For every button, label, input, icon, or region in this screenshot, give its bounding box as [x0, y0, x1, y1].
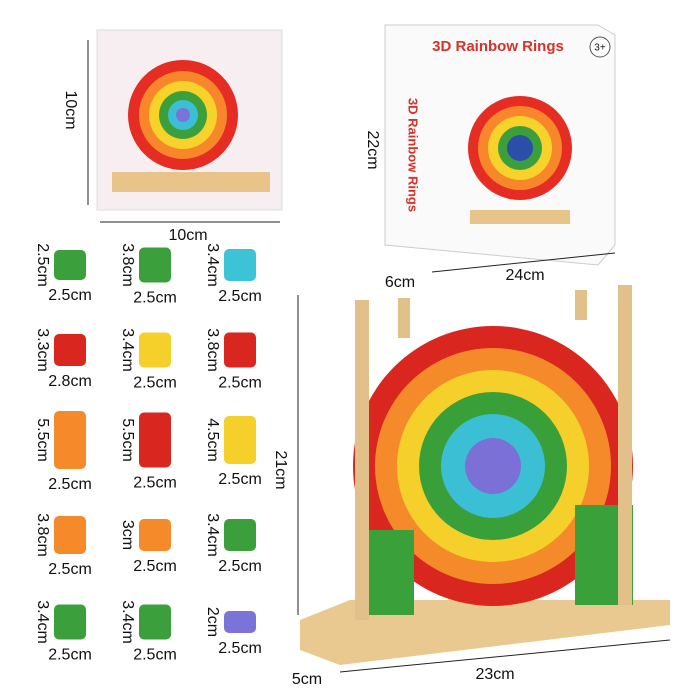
piece-height: 3.4cm	[119, 328, 136, 372]
card-base	[112, 172, 270, 192]
piece-width: 2.5cm	[218, 558, 262, 575]
piece-width: 2.5cm	[218, 288, 262, 305]
box-title: 3D Rainbow Rings	[432, 38, 564, 55]
piece-width: 2.5cm	[133, 375, 177, 392]
piece-width: 2.5cm	[48, 561, 92, 578]
card-height: 10cm	[62, 90, 79, 129]
box-width: 24cm	[505, 267, 544, 284]
box-side-text: 3D Rainbow Rings	[406, 98, 421, 212]
piece	[224, 249, 256, 281]
piece-width: 2.5cm	[133, 290, 177, 307]
stand-depth: 5cm	[292, 671, 322, 688]
piece-width: 2.5cm	[218, 640, 262, 657]
piece	[54, 604, 86, 640]
piece-width: 2.5cm	[48, 287, 92, 304]
stand-width: 23cm	[475, 666, 514, 683]
piece-height: 3.4cm	[204, 513, 221, 557]
piece-height: 3.8cm	[119, 243, 136, 287]
card-rainbow	[128, 60, 238, 170]
piece-width: 2.5cm	[133, 475, 177, 492]
piece	[224, 416, 256, 464]
piece-height: 3.8cm	[34, 513, 51, 557]
piece-width: 2.5cm	[218, 471, 262, 488]
piece-height: 5.5cm	[119, 418, 136, 462]
piece-height: 4.5cm	[204, 418, 221, 462]
piece-height: 2cm	[204, 607, 221, 637]
pieces: 2.5cm2.5cm3.8cm2.5cm3.4cm2.5cm3.3cm2.8cm…	[34, 243, 262, 664]
piece-height: 5.5cm	[34, 418, 51, 462]
piece	[54, 334, 86, 366]
stand	[300, 285, 670, 665]
piece-height: 3.4cm	[119, 600, 136, 644]
piece-height: 3cm	[119, 520, 136, 550]
box-age: 3+	[594, 43, 606, 54]
piece-width: 2.5cm	[133, 558, 177, 575]
piece-width: 2.8cm	[48, 373, 92, 390]
stand-height: 21cm	[272, 450, 289, 489]
piece	[139, 604, 171, 640]
piece-width: 2.5cm	[133, 647, 177, 664]
piece	[139, 412, 171, 468]
piece	[139, 332, 171, 368]
piece-height: 3.4cm	[34, 600, 51, 644]
piece	[139, 519, 171, 551]
dimension-line	[431, 252, 616, 273]
piece	[54, 516, 86, 554]
box-height: 22cm	[364, 130, 381, 169]
piece	[54, 411, 86, 469]
piece-height: 3.8cm	[204, 328, 221, 372]
piece	[54, 250, 86, 280]
piece	[224, 519, 256, 551]
piece-width: 2.5cm	[48, 647, 92, 664]
box-depth: 6cm	[385, 274, 415, 291]
age-badge	[589, 36, 611, 58]
piece-height: 2.5cm	[34, 243, 51, 287]
piece	[224, 611, 256, 633]
piece-width: 2.5cm	[218, 375, 262, 392]
piece-height: 3.3cm	[34, 328, 51, 372]
dimension-line	[339, 639, 671, 673]
piece	[224, 332, 256, 368]
piece	[139, 247, 171, 283]
box-rainbow	[468, 96, 572, 224]
piece-height: 3.4cm	[204, 243, 221, 287]
piece-width: 2.5cm	[48, 476, 92, 493]
card-width: 10cm	[168, 227, 207, 244]
